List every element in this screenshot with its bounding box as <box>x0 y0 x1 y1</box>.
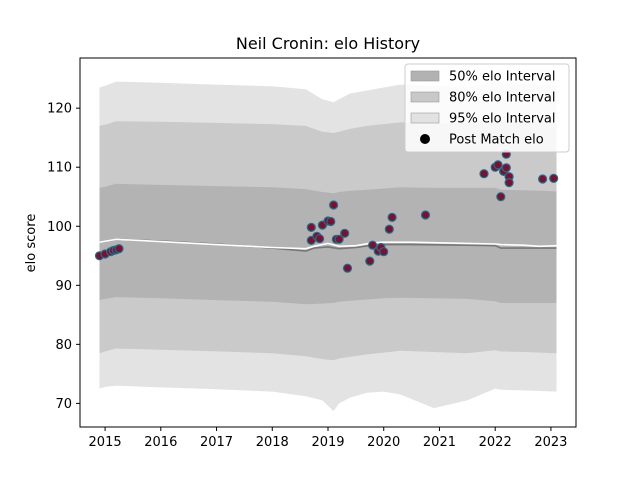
post-match-elo-point <box>537 174 548 184</box>
plot-area <box>94 81 559 412</box>
y-tick-label: 120 <box>47 102 72 117</box>
post-match-elo-point <box>501 163 511 173</box>
post-match-elo-point <box>420 210 431 220</box>
legend-box <box>404 63 570 153</box>
legend-label: Post Match elo <box>449 133 544 148</box>
x-tick-label: 2017 <box>200 435 233 450</box>
post-match-elo-point <box>549 173 559 183</box>
post-match-elo-point <box>315 234 325 244</box>
x-tick-label: 2023 <box>534 435 567 450</box>
y-axis-label: elo score <box>24 214 39 273</box>
x-tick-label: 2020 <box>367 435 400 450</box>
y-tick-label: 90 <box>55 279 72 294</box>
x-tick-label: 2021 <box>423 435 456 450</box>
post-match-elo-point <box>114 244 124 254</box>
post-match-elo-point <box>368 240 378 250</box>
legend-marker <box>420 134 430 144</box>
legend: 50% elo Interval 80% elo Interval 95% elo … <box>404 63 570 153</box>
axes: 2015 2016 2017 2018 2019 2020 2021 2022 2023 70 80… <box>47 57 577 450</box>
x-tick-label: 2019 <box>311 435 344 450</box>
post-match-elo-point <box>504 178 514 188</box>
post-match-elo-point <box>365 256 375 266</box>
y-tick-label: 80 <box>55 338 72 353</box>
post-match-elo-point <box>342 263 353 273</box>
post-match-elo-point <box>493 160 503 170</box>
x-tick-label: 2016 <box>144 435 177 450</box>
x-tick-label: 2015 <box>89 435 122 450</box>
y-tick-label: 100 <box>47 220 72 235</box>
post-match-elo-point <box>306 222 316 232</box>
x-tick-label: 2018 <box>256 435 289 450</box>
legend-label: 80% elo Interval <box>449 91 556 106</box>
legend-label: 50% elo Interval <box>449 70 556 85</box>
legend-swatch <box>410 112 440 124</box>
elo-trend-line <box>99 238 557 250</box>
post-match-elo-point <box>479 169 489 179</box>
post-match-elo-point <box>379 247 389 257</box>
x-tick-label: 2022 <box>479 435 512 450</box>
y-tick-label: 110 <box>47 161 72 176</box>
chart-title: Neil Cronin: elo History <box>236 34 420 53</box>
post-match-elo-point <box>387 212 397 222</box>
post-match-elo-point <box>384 224 394 234</box>
y-tick-label: 70 <box>55 397 72 412</box>
legend-label: 95% elo Interval <box>449 112 556 127</box>
post-match-elo-point <box>329 200 339 210</box>
post-match-elo-point <box>334 234 344 244</box>
legend-swatch <box>410 91 440 103</box>
band-80-interval <box>99 120 557 361</box>
post-match-elo-point <box>496 192 506 202</box>
post-match-elo-point <box>326 216 336 227</box>
legend-swatch <box>410 70 440 82</box>
post-match-elo-point <box>340 228 350 238</box>
